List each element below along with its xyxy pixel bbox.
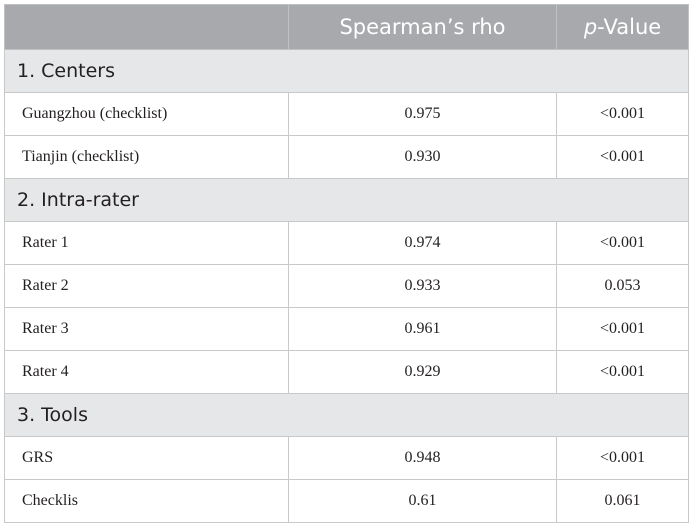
section-title: 2. Intra-rater	[4, 178, 689, 222]
row-rho: 0.61	[288, 479, 557, 523]
row-label: Guangzhou (checklist)	[4, 92, 289, 136]
table-row: Rater 1 0.974 <0.001	[4, 221, 689, 265]
row-label: GRS	[4, 436, 289, 480]
row-p-value: <0.001	[556, 135, 689, 179]
section-row-intra-rater: 2. Intra-rater	[4, 178, 689, 222]
table-row: Guangzhou (checklist) 0.975 <0.001	[4, 92, 689, 136]
header-empty-cell	[4, 4, 289, 50]
row-rho: 0.948	[288, 436, 557, 480]
row-rho: 0.930	[288, 135, 557, 179]
spearman-results-table: Spearman’s rho p-Value 1. Centers Guangz…	[4, 4, 689, 523]
row-rho: 0.974	[288, 221, 557, 265]
header-p-rest: -Value	[597, 15, 662, 39]
row-label: Rater 2	[4, 264, 289, 308]
table-row: Rater 2 0.933 0.053	[4, 264, 689, 308]
row-p-value: <0.001	[556, 436, 689, 480]
row-p-value: <0.001	[556, 350, 689, 394]
table-row: Checklis 0.61 0.061	[4, 479, 689, 523]
results-table-container: Spearman’s rho p-Value 1. Centers Guangz…	[4, 4, 689, 525]
header-spearman-rho: Spearman’s rho	[288, 4, 557, 50]
row-p-value: <0.001	[556, 221, 689, 265]
row-rho: 0.975	[288, 92, 557, 136]
row-p-value: <0.001	[556, 92, 689, 136]
row-rho: 0.933	[288, 264, 557, 308]
section-row-centers: 1. Centers	[4, 49, 689, 93]
row-label: Rater 3	[4, 307, 289, 351]
row-label: Tianjin (checklist)	[4, 135, 289, 179]
row-label: Rater 1	[4, 221, 289, 265]
section-title: 1. Centers	[4, 49, 689, 93]
table-row: GRS 0.948 <0.001	[4, 436, 689, 480]
table-row: Tianjin (checklist) 0.930 <0.001	[4, 135, 689, 179]
row-p-value: 0.053	[556, 264, 689, 308]
table-row: Rater 4 0.929 <0.001	[4, 350, 689, 394]
row-label: Checklis	[4, 479, 289, 523]
section-title: 3. Tools	[4, 393, 689, 437]
row-label: Rater 4	[4, 350, 289, 394]
table-header-row: Spearman’s rho p-Value	[4, 4, 689, 50]
header-p-value: p-Value	[556, 4, 689, 50]
header-p-italic: p	[583, 15, 598, 39]
section-row-tools: 3. Tools	[4, 393, 689, 437]
row-p-value: <0.001	[556, 307, 689, 351]
row-rho: 0.961	[288, 307, 557, 351]
table-row: Rater 3 0.961 <0.001	[4, 307, 689, 351]
row-rho: 0.929	[288, 350, 557, 394]
row-p-value: 0.061	[556, 479, 689, 523]
